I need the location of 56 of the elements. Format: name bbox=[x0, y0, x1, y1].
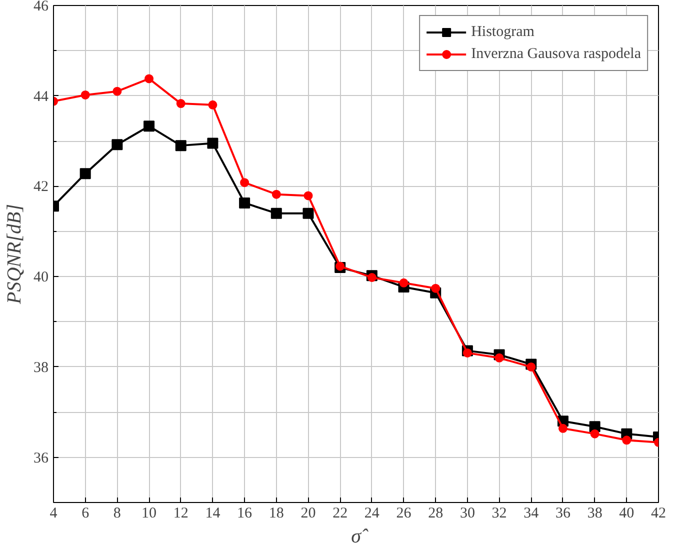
y-tick-label: 46 bbox=[34, 0, 49, 14]
point bbox=[175, 140, 186, 152]
x-tick-label: 42 bbox=[651, 506, 666, 522]
x-tick-label: 8 bbox=[113, 506, 121, 522]
x-tick-label: 34 bbox=[524, 506, 540, 522]
y-tick-label: 36 bbox=[34, 450, 49, 466]
x-tick-label: 24 bbox=[364, 506, 380, 522]
x-tick-label: 20 bbox=[300, 506, 316, 522]
x-tick-label: 12 bbox=[173, 506, 188, 522]
x-tick-label: 18 bbox=[268, 506, 284, 522]
point bbox=[207, 138, 218, 149]
point bbox=[304, 191, 313, 200]
point bbox=[462, 348, 472, 358]
y-tick-label: 40 bbox=[34, 270, 48, 286]
x-tick-label: 4 bbox=[50, 506, 58, 522]
x-tick-label: 40 bbox=[619, 506, 634, 522]
x-tick-label: 36 bbox=[555, 506, 571, 522]
point bbox=[240, 178, 250, 188]
y-tick-label: 44 bbox=[34, 88, 49, 105]
point bbox=[208, 100, 218, 110]
point bbox=[399, 278, 408, 288]
point bbox=[494, 353, 504, 362]
point bbox=[431, 284, 440, 293]
point bbox=[270, 208, 282, 219]
y-tick-label: 38 bbox=[34, 360, 48, 376]
point bbox=[272, 190, 281, 199]
point bbox=[176, 99, 186, 108]
x-tick-label: 22 bbox=[332, 506, 348, 522]
point bbox=[367, 273, 376, 282]
x-tick-label: 14 bbox=[205, 506, 221, 522]
point bbox=[590, 429, 600, 438]
x-tick-label: 28 bbox=[428, 506, 444, 522]
point bbox=[302, 208, 314, 219]
y-axis-title: PSQNR[dB] bbox=[4, 204, 26, 305]
point bbox=[80, 168, 91, 180]
legend-label: Histogram bbox=[471, 24, 534, 40]
point bbox=[526, 362, 536, 372]
x-tick-label: 30 bbox=[460, 506, 475, 522]
point bbox=[144, 120, 155, 132]
x-tick-label: 16 bbox=[237, 506, 253, 522]
point bbox=[112, 86, 122, 96]
point bbox=[80, 90, 90, 100]
x-axis-title: σ̂ bbox=[351, 526, 369, 548]
point bbox=[239, 197, 250, 208]
legend-label: Inverzna Gausova raspodela bbox=[471, 46, 641, 62]
point bbox=[622, 436, 632, 445]
point bbox=[144, 74, 154, 84]
point bbox=[112, 139, 123, 150]
x-tick-label: 6 bbox=[82, 506, 90, 522]
x-tick-label: 26 bbox=[396, 506, 412, 522]
x-tick-label: 10 bbox=[142, 506, 157, 522]
point bbox=[558, 424, 568, 433]
x-tick-label: 32 bbox=[492, 506, 507, 522]
point bbox=[336, 262, 345, 271]
x-tick-label: 38 bbox=[587, 506, 602, 522]
y-tick-label: 42 bbox=[34, 179, 48, 196]
